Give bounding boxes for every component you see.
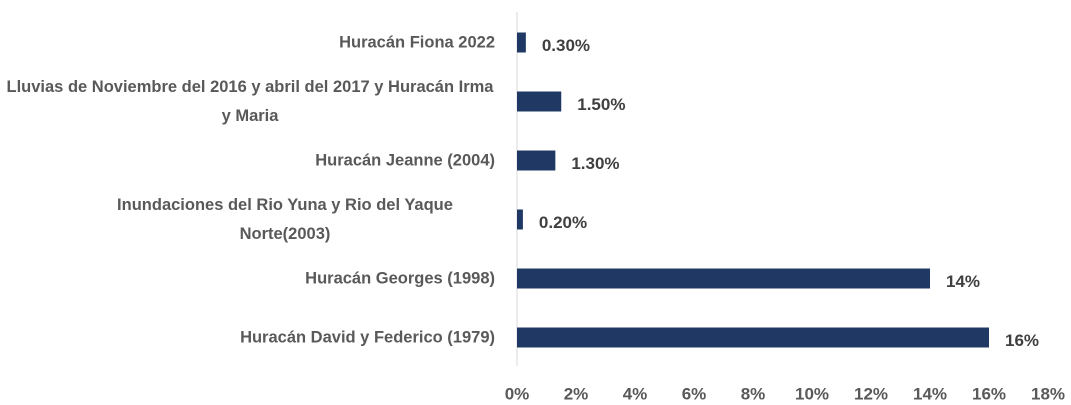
x-tick-label: 0% <box>505 384 530 403</box>
bar <box>517 91 562 112</box>
y-tick-label: Huracán David y Federico (1979) <box>240 328 495 346</box>
x-tick-label: 8% <box>741 384 766 403</box>
data-label: 0.20% <box>539 213 587 232</box>
x-tick-label: 16% <box>972 384 1006 403</box>
y-tick-label: Lluvias de Noviembre del 2016 y abril de… <box>6 77 494 125</box>
y-tick-label: Huracán Fiona 2022 <box>339 33 495 51</box>
x-tick-label: 10% <box>795 384 829 403</box>
bar <box>517 268 930 289</box>
bar <box>517 209 523 230</box>
bar <box>517 32 526 53</box>
x-tick-label: 18% <box>1031 384 1065 403</box>
y-tick-label: Huracán Georges (1998) <box>305 269 495 287</box>
data-label: 16% <box>1005 331 1039 350</box>
x-tick-label: 2% <box>564 384 589 403</box>
x-tick-label: 4% <box>623 384 648 403</box>
x-tick-label: 14% <box>913 384 947 403</box>
bar <box>517 327 989 348</box>
data-label: 1.30% <box>571 154 619 173</box>
data-label: 14% <box>946 272 980 291</box>
x-tick-label: 12% <box>854 384 888 403</box>
data-label: 1.50% <box>577 95 625 114</box>
data-label: 0.30% <box>542 36 590 55</box>
y-tick-label: Huracán Jeanne (2004) <box>315 151 495 169</box>
y-tick-label: Inundaciones del Rio Yuna y Rio del Yaqu… <box>117 195 453 243</box>
x-tick-label: 6% <box>682 384 707 403</box>
bar <box>517 150 556 171</box>
